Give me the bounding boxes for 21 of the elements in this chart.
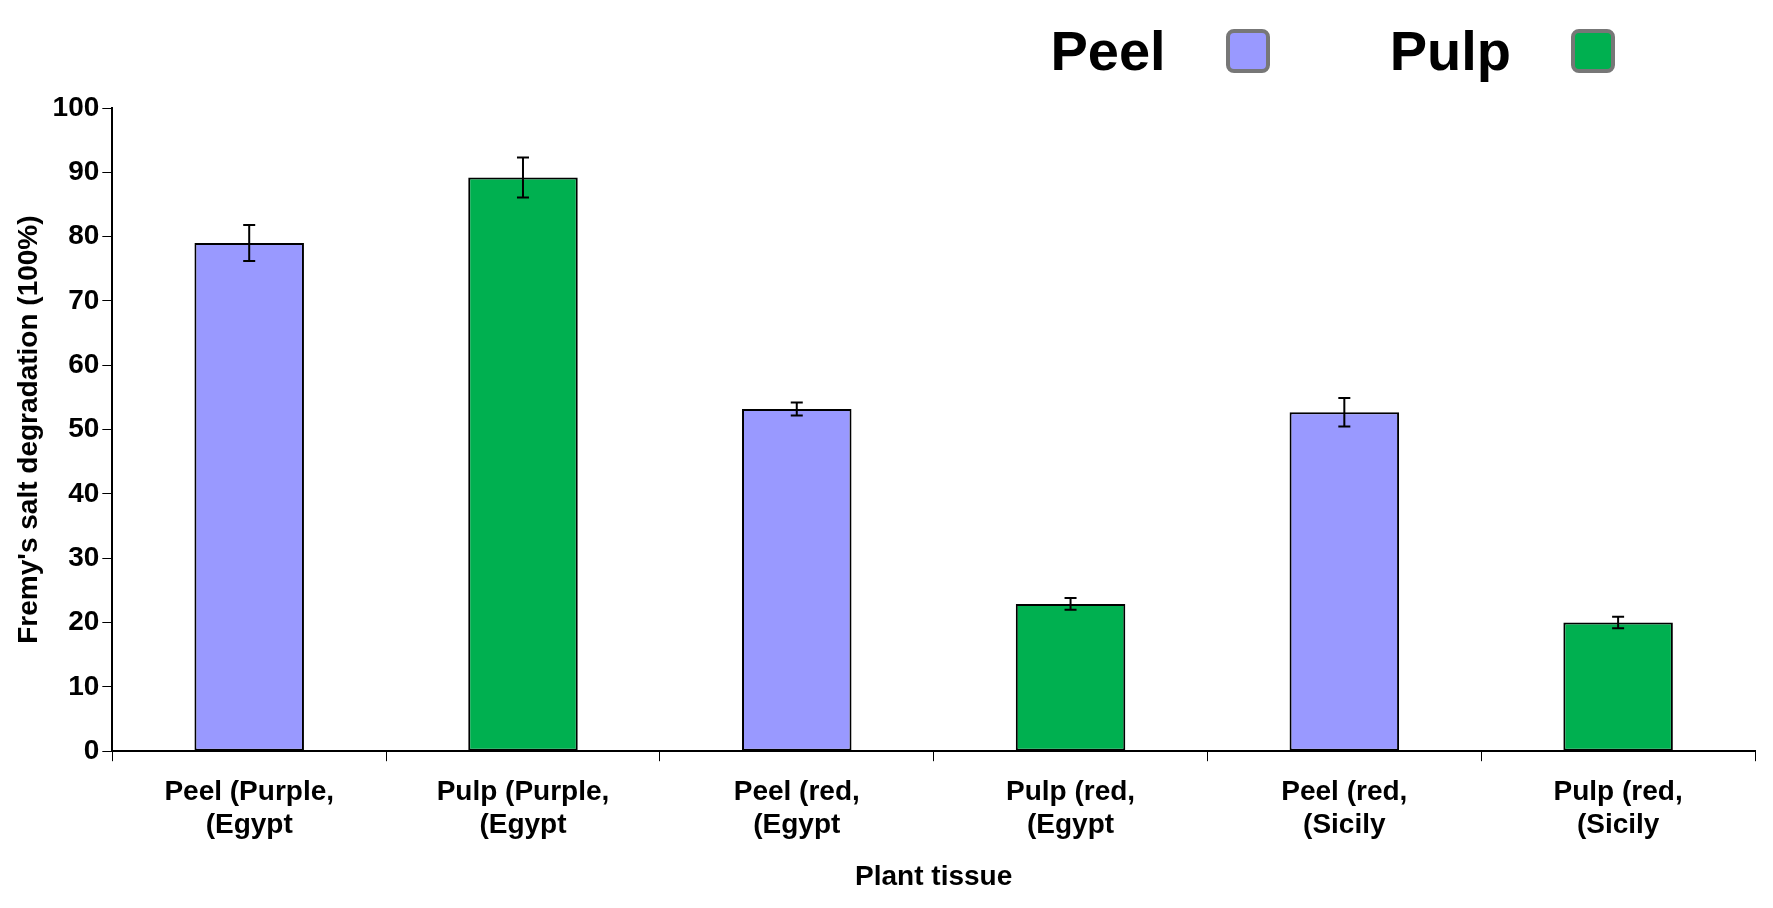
y-tick-label: 70	[68, 283, 100, 315]
y-axis-title: Fremy's salt degradation (100%)	[11, 215, 43, 644]
y-tick-label: 30	[68, 540, 100, 572]
y-tick-label: 60	[68, 348, 100, 379]
y-tick-label: 10	[68, 669, 100, 701]
x-tick-label: Pulp (Purple, (Egypt	[436, 774, 610, 840]
y-tick-label: 20	[68, 605, 100, 637]
y-tick-label: 40	[68, 476, 100, 508]
x-tick-label: Pulp (red, (Egypt	[1005, 774, 1136, 840]
y-tick-label: 90	[68, 155, 100, 187]
legend-label: Peel	[1050, 18, 1166, 83]
x-tick-label: Peel (red, (Sicily	[1281, 774, 1408, 840]
y-tick-label: 0	[83, 733, 100, 765]
x-tick-label: Peel (red, (Egypt	[733, 774, 860, 840]
y-tick-label: 100	[52, 90, 100, 122]
x-tick-label: Pulp (red, (Sicily	[1553, 774, 1683, 840]
y-tick-label: 80	[68, 219, 100, 251]
x-axis-title: Plant tissue	[855, 859, 1013, 891]
x-tick-label: Peel (Purple, (Egypt	[164, 774, 335, 840]
y-tick-label: 50	[68, 412, 100, 444]
legend-label: Pulp	[1389, 18, 1511, 83]
